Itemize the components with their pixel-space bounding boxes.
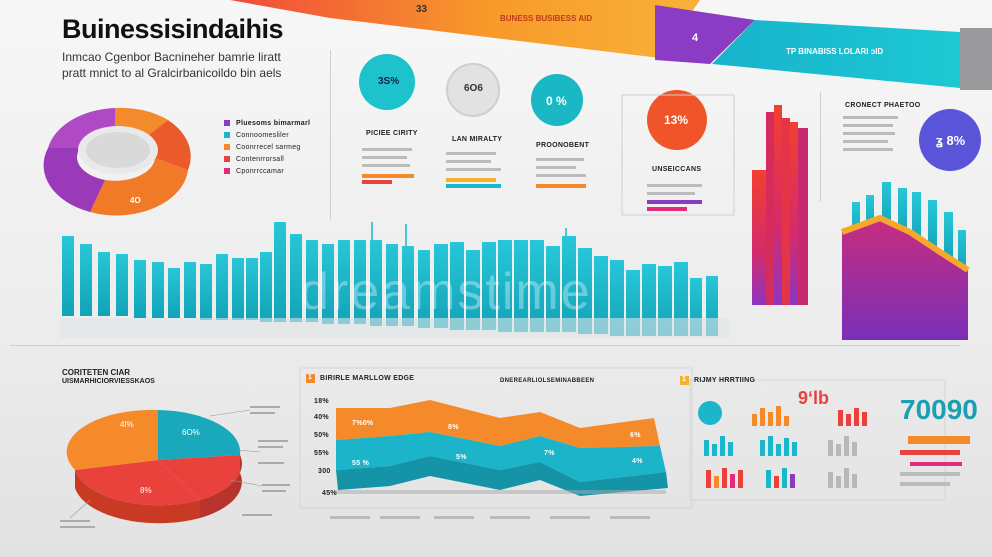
legend-swatch-3 [224,144,230,150]
banner-right-number: 4 [692,32,699,44]
kpi-lines-5 [843,116,898,151]
banner-teal [712,20,960,88]
mini-bars-orange [752,406,789,426]
ribbon-ytick-1: 18% [314,398,329,405]
kpi-circle-2 [446,63,500,117]
circle-3-label: 0 % [546,94,567,108]
mini-bars-gray [828,436,857,488]
legend-swatch-1 [224,120,230,126]
tall-red-bars [752,105,808,305]
mini-circle [698,401,722,425]
banner-orange [230,0,700,58]
mini-bars-red [838,408,867,426]
divider-top [330,50,331,220]
circle-1-label: 3S% [378,76,400,87]
ribbon-bottom-label-1: 55 % [352,460,370,467]
donut-legend-4: Contenrrorsall [236,156,285,163]
pie-section-title-1: CORITETEN CIAR [62,368,130,377]
right-mini-red: 9ʻlb [798,388,830,408]
ribbon-bottom-keys [330,516,650,519]
mini-bars-teal [704,436,797,456]
right-big-number: 70090 [900,394,978,425]
pie-section-title-2: UISMARHICIORVIESSKAOS [62,378,155,385]
divider-mid [10,345,960,346]
ribbon-chart [336,400,668,496]
pie-label-3: 8% [140,486,152,495]
ribbon-panel-frame [299,367,693,509]
donut-legend-5: Cponrrccamar [236,168,284,175]
kpi-circle-3 [531,74,583,126]
circle-4-label: 13% [664,113,689,127]
bar-chart-reflection [60,318,730,338]
kpi-circle-4 [647,90,707,150]
bar-chart-arrows [371,222,567,246]
ribbon-bottom-label-4: 4% [632,458,643,465]
right-title-num: 1 [682,376,686,383]
board-right-edge [960,28,992,90]
ribbon-ytick-5: 300 [318,468,331,475]
pie-callouts [69,409,263,519]
divider-right [820,92,821,202]
kpi-lines-1 [362,148,414,184]
kpi-label-1: PICIEE CIRITY [366,130,418,137]
legend-swatch-4 [224,156,230,162]
ribbon-ytick-4: 55% [314,450,329,457]
pie-label-1: 4I% [120,420,134,429]
kpi-frame-4 [621,94,735,216]
donut-legend-2: Connoomesliler [236,132,289,139]
circle-2-label: 6O6 [464,83,483,94]
donut-chart [43,107,191,216]
legend-swatch-5 [224,168,230,174]
donut-legend-3: Coonrrecel sarmeg [236,144,301,151]
right-title-box [680,376,689,385]
kpi-label-2: LAN MIRALTY [452,136,503,143]
ribbon-top-label-3: 6% [630,432,641,439]
kpi-label-3: PROONOBENT [536,142,590,149]
kpi-label-5: CRONECT PHAETOO [845,102,921,109]
kpi-lines-4 [647,184,702,211]
pie-chart [66,409,242,524]
ribbon-top-label-2: 8% [448,424,459,431]
pie-callout-lines [60,406,290,528]
watermark: dreamstime [300,263,592,321]
middle-section-caption: DNEREARLIOLSEMINABBEEN [500,378,595,384]
right-area-chart [840,182,970,340]
banner-center-number: 33 [416,4,428,15]
banner-purple [655,5,755,64]
donut-legend-1: Pluesoms bimarmarl [236,120,311,127]
ribbon-top-label-1: 7%0% [352,420,374,427]
right-bottom-strips [900,436,970,486]
kpi-lines-3 [536,158,586,188]
kpi-lines-2 [446,152,501,188]
teal-bar-chart [62,222,718,336]
ribbon-ytick-6: 45% [322,490,337,497]
ribbon-bottom-label-3: 7% [544,450,555,457]
legend-swatch-2 [224,132,230,138]
circle-5-label: ʓ 8% [936,133,966,148]
ribbon-ytick-2: 40% [314,414,329,421]
page-subtitle-1: Inmcao Cgenbor Bacnineher bamrie liratt [62,50,281,64]
page-subtitle-2: pratt mnict to al Gralcirbanicoildo bin … [62,66,282,80]
banner-center-label: BUNESS BUSIBESS AID [500,14,593,23]
middle-section-title: BIRIRLE MARLLOW EDGE [320,375,415,382]
kpi-circle-1 [359,54,415,110]
mini-bars-mixed [706,468,795,488]
middle-title-num: 1 [308,374,312,381]
ribbon-bottom-label-2: 5% [456,454,467,461]
kpi-label-4: UNSEICCANS [652,166,702,173]
ribbon-ytick-3: 50% [314,432,329,439]
page-title: Buinessisindaihis [62,14,284,44]
top-banner [230,0,992,90]
right-section-title: RIJMY HRRTIING [694,377,756,384]
banner-right-label: TP BINABISS LOLARI ɔID [786,47,884,56]
middle-title-box [306,374,315,383]
donut-value: 4O [130,196,141,205]
kpi-circle-5 [919,109,981,171]
pie-label-2: 6O% [182,428,200,437]
